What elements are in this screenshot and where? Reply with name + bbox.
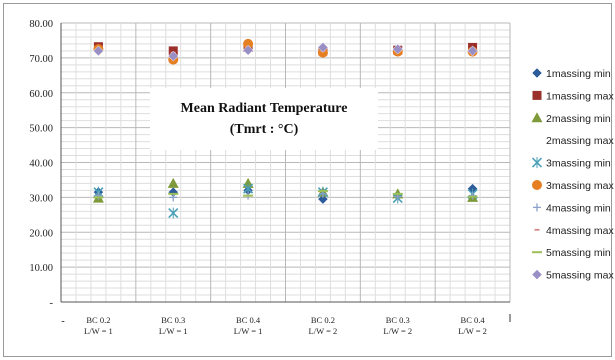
y-tick-label: 70.00 <box>29 54 53 65</box>
legend-marker <box>531 112 543 123</box>
legend-marker <box>531 157 543 169</box>
chart-title: Mean Radiant Temperature <box>181 101 348 116</box>
legend-item: 4massing max <box>534 225 614 237</box>
x-category-label: BC 0.4 L/W = 1 <box>234 315 263 336</box>
x-category-label-line: L/W = 2 <box>383 326 412 336</box>
data-point <box>392 43 404 55</box>
legend-item: 3massing max <box>532 180 614 192</box>
chart-subtitle: (Tmrt : °C) <box>230 122 299 137</box>
data-point <box>242 44 254 56</box>
data-point <box>167 50 179 62</box>
x-category-label: BC 0.2 L/W = 1 <box>84 315 113 336</box>
legend-item: 2massing min <box>531 112 611 125</box>
legend-label: 1massing min <box>546 68 611 80</box>
data-point <box>243 38 254 49</box>
chart-frame <box>3 3 612 357</box>
legend-item: 5massing max <box>531 269 614 282</box>
legend-marker <box>531 269 543 280</box>
x-axis-start-tick: - <box>61 316 65 327</box>
x-category-label-line: BC 0.2 <box>86 315 110 325</box>
legend-label: 3massing min <box>546 158 611 170</box>
x-category-label-line: BC 0.4 <box>236 315 261 325</box>
x-category-label-line: BC 0.2 <box>311 315 335 325</box>
y-tick-label: 10.00 <box>29 263 53 274</box>
legend-marker <box>532 180 542 190</box>
x-category-label-line: BC 0.3 <box>386 315 410 325</box>
legend-item: 2massing max <box>546 135 614 147</box>
legend-label: 5massing max <box>546 270 614 282</box>
legend-label: 2massing max <box>546 135 614 147</box>
series-5massing-min <box>93 190 478 199</box>
legend-label: 2massing min <box>546 113 611 125</box>
legend-marker <box>533 203 541 212</box>
legend-label: 3massing max <box>546 180 614 192</box>
legend-item: 3massing min <box>531 157 611 170</box>
legend-marker <box>531 67 543 79</box>
x-category-label-line: L/W = 1 <box>84 326 113 336</box>
y-tick-label: 20.00 <box>29 228 53 239</box>
y-tick-label: 40.00 <box>29 159 53 170</box>
legend-marker <box>532 90 542 100</box>
x-category-label-line: L/W = 1 <box>159 326 188 336</box>
x-category-label: BC 0.3 L/W = 1 <box>159 315 188 336</box>
legend-label: 1massing max <box>546 90 614 102</box>
x-category-label: BC 0.3 L/W = 2 <box>383 315 412 336</box>
x-category-label: BC 0.2 L/W = 2 <box>309 315 338 336</box>
y-tick-label: 80.00 <box>29 19 53 30</box>
series-5massing-max <box>93 42 478 62</box>
y-tick-label: 50.00 <box>29 124 53 135</box>
y-tick-label: 60.00 <box>29 89 53 100</box>
legend-item: 5massing min <box>532 247 611 259</box>
legend-item: 1massing max <box>532 90 614 102</box>
data-point <box>168 207 179 219</box>
data-point <box>317 42 329 53</box>
x-category-label-line: L/W = 2 <box>458 326 487 336</box>
y-tick-label: - <box>50 298 54 309</box>
x-category-label-line: BC 0.4 <box>461 315 486 325</box>
x-category-label: BC 0.4 L/W = 2 <box>458 315 487 336</box>
legend-item: 4massing min <box>533 202 611 214</box>
legend-item: 1massing min <box>531 67 611 80</box>
data-point <box>468 191 477 200</box>
x-category-label-line: L/W = 2 <box>309 326 338 336</box>
data-point <box>93 45 104 57</box>
data-point <box>467 45 478 57</box>
legend-label: 4massing max <box>546 225 614 237</box>
x-category-label-line: BC 0.3 <box>161 315 185 325</box>
data-point <box>167 177 179 188</box>
title-box <box>150 88 378 150</box>
legend-label: 5massing min <box>546 247 611 259</box>
y-tick-label: 30.00 <box>29 193 53 204</box>
x-category-label-line: L/W = 1 <box>234 326 263 336</box>
legend-label: 4massing min <box>546 202 611 214</box>
